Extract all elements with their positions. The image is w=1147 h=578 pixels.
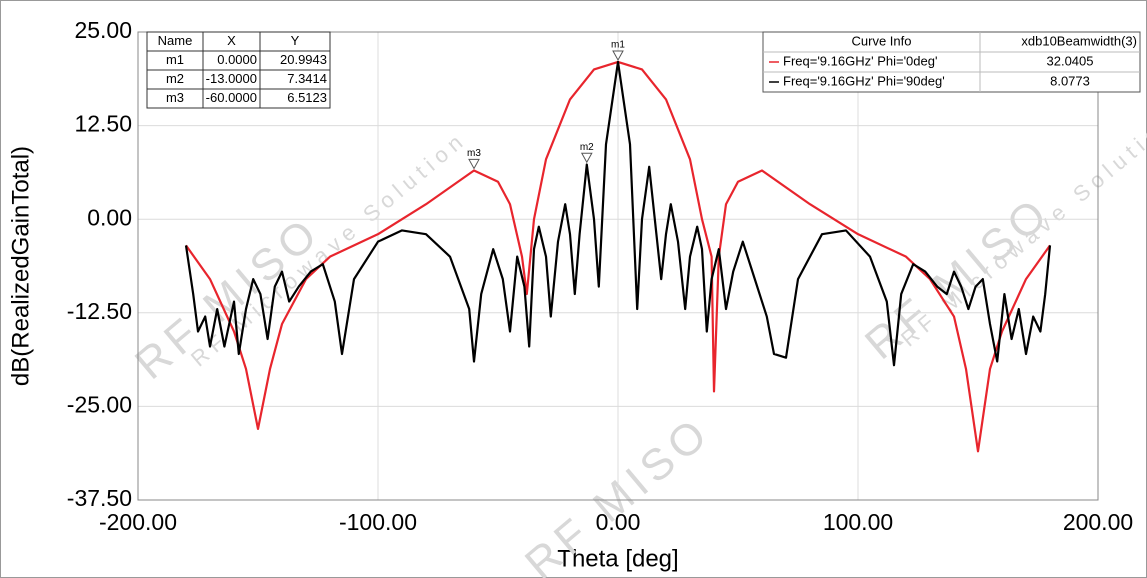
y-tick-label: 0.00 — [87, 204, 132, 230]
legend-label: Freq='9.16GHz' Phi='90deg' — [783, 73, 945, 88]
marker-label: m3 — [467, 148, 481, 159]
legend-header: Curve Info — [852, 33, 912, 48]
series-line — [185, 60, 1051, 453]
legend — [762, 31, 1141, 93]
y-tick-label: -25.00 — [67, 391, 132, 417]
x-tick-label: -100.00 — [339, 509, 417, 535]
legend-value: 32.0405 — [1047, 53, 1094, 68]
y-tick-label: -37.50 — [67, 485, 132, 511]
marker-label: m2 — [580, 142, 594, 153]
table-cell: 6.5123 — [287, 90, 327, 105]
plot-area — [137, 31, 1099, 501]
x-tick-label: 200.00 — [1063, 509, 1133, 535]
x-axis-title: Theta [deg] — [557, 545, 678, 572]
table-cell: m2 — [166, 71, 184, 86]
table-cell: 0.0000 — [217, 52, 257, 67]
table-header: X — [227, 33, 236, 48]
table-cell: -60.0000 — [206, 90, 257, 105]
y-axis-title: dB(RealizedGainTotal) — [7, 146, 34, 386]
x-tick-label: 0.00 — [596, 509, 641, 535]
marker-label: m1 — [611, 40, 625, 51]
y-tick-label: 12.50 — [74, 111, 132, 137]
table-cell: 7.3414 — [287, 71, 327, 86]
marker — [612, 50, 624, 62]
marker — [468, 158, 480, 170]
table-cell: -13.0000 — [206, 71, 257, 86]
table-cell: m3 — [166, 90, 184, 105]
table-header: Y — [291, 33, 300, 48]
x-tick-label: 100.00 — [823, 509, 893, 535]
table-header: Name — [158, 33, 193, 48]
y-tick-label: -12.50 — [67, 298, 132, 324]
y-tick-label: 25.00 — [74, 17, 132, 43]
legend-value: 8.0773 — [1050, 73, 1090, 88]
table-cell: m1 — [166, 52, 184, 67]
table-cell: 20.9943 — [280, 52, 327, 67]
legend-label: Freq='9.16GHz' Phi='0deg' — [783, 53, 937, 68]
marker — [580, 152, 593, 164]
legend-header: xdb10Beamwidth(3) — [1021, 33, 1137, 48]
series-line — [184, 60, 1052, 367]
x-tick-label: -200.00 — [99, 509, 177, 535]
